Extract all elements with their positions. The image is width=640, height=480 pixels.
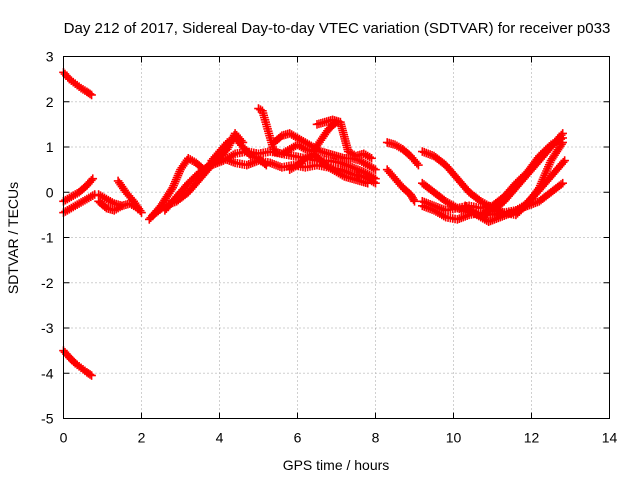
y-tick-label: -4 (41, 365, 54, 381)
y-tick-label: -1 (41, 230, 54, 246)
data-point (560, 156, 569, 165)
data-point (137, 208, 146, 217)
series-track-p (382, 138, 423, 170)
x-tick-label: 12 (524, 430, 540, 446)
y-tick-label: -3 (41, 320, 54, 336)
data-point (371, 178, 380, 188)
series-track-k (207, 133, 271, 170)
data-point (363, 178, 373, 188)
data-point (87, 90, 96, 100)
series-track-o (312, 115, 376, 163)
plot-frame (63, 56, 610, 419)
x-tick-label: 10 (446, 430, 462, 446)
series-track-b-start-low (59, 346, 96, 380)
y-tick-label: 1 (46, 139, 54, 155)
y-tick-label: 2 (46, 94, 54, 110)
data-point (414, 160, 423, 170)
x-tick-label: 0 (60, 430, 68, 446)
x-tick-label: 4 (216, 430, 224, 446)
series-track-t (417, 133, 568, 215)
data-series (59, 68, 569, 380)
series-track-f (113, 176, 146, 217)
x-tick-label: 6 (294, 430, 302, 446)
series-track-a-start-high (59, 68, 96, 100)
y-tick-label: 3 (46, 49, 54, 65)
data-point (88, 174, 98, 183)
series-track-c (59, 174, 98, 206)
data-point (558, 133, 568, 143)
data-point (87, 371, 96, 380)
x-tick-label: 8 (372, 430, 380, 446)
series-track-j (160, 154, 380, 215)
chart-title: Day 212 of 2017, Sidereal Day-to-day VTE… (64, 20, 611, 37)
y-tick-label: 0 (46, 184, 54, 200)
data-point (410, 197, 419, 206)
data-point (261, 160, 271, 170)
data-point (367, 154, 376, 163)
series-track-n (285, 149, 373, 188)
x-tick-label: 2 (138, 430, 146, 446)
series-track-v (460, 156, 569, 226)
data-point (117, 201, 127, 211)
data-point (558, 178, 568, 188)
x-tick-label: 14 (602, 430, 618, 446)
data-point (371, 165, 380, 174)
x-axis-label: GPS time / hours (283, 457, 390, 473)
y-axis-label: SDTVAR / TECUs (5, 182, 21, 294)
grid (63, 56, 610, 419)
series-track-m (269, 129, 380, 174)
series-track-g (94, 190, 127, 211)
series-track-q (382, 165, 419, 206)
y-tick-label: -5 (41, 411, 54, 427)
y-tick-label: -2 (41, 275, 54, 291)
